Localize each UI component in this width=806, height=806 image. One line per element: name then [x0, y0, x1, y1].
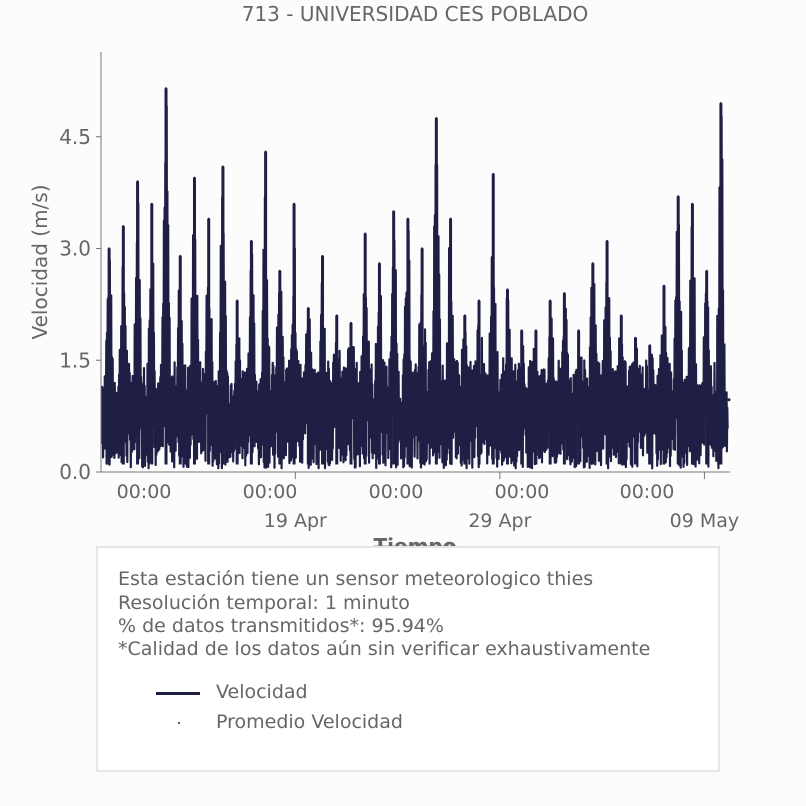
- info-line-sensor: Esta estación tiene un sensor meteorolog…: [118, 568, 594, 590]
- plot-area: [100, 87, 731, 470]
- y-tick-label: 4.5: [59, 125, 91, 149]
- info-line-resolution: Resolución temporal: 1 minuto: [118, 592, 410, 614]
- info-box: Esta estación tiene un sensor meteorolog…: [96, 546, 720, 772]
- y-ticks: 0.0 1.5 3.0 4.5: [59, 125, 101, 484]
- legend-line-swatch: [156, 692, 200, 695]
- x-minor-tick-label: 00:00: [495, 481, 550, 503]
- y-tick-label: 0.0: [59, 460, 91, 484]
- x-ticks: 00:00 00:00 00:00 00:00 00:00 19 Apr 29 Apr 09 …: [117, 472, 740, 532]
- legend-dot-swatch: [178, 722, 180, 724]
- info-line-transmitted: % de datos transmitidos*: 95.94%: [118, 615, 444, 637]
- legend-label-promedio: Promedio Velocidad: [216, 711, 403, 733]
- y-tick-label: 1.5: [59, 348, 91, 372]
- x-minor-tick-label: 00:00: [117, 481, 172, 503]
- legend-label-velocidad: Velocidad: [216, 681, 308, 703]
- promedio-velocidad-point: [727, 398, 731, 402]
- chart-title: 713 - UNIVERSIDAD CES POBLADO: [242, 2, 589, 26]
- x-major-tick-label: 29 Apr: [468, 510, 531, 532]
- velocidad-series-line: [100, 87, 729, 470]
- x-major-tick-label: 19 Apr: [264, 510, 327, 532]
- y-tick-label: 3.0: [59, 237, 91, 261]
- y-axis-label: Velocidad (m/s): [28, 184, 52, 339]
- x-minor-tick-label: 00:00: [620, 481, 675, 503]
- x-minor-tick-label: 00:00: [369, 481, 424, 503]
- info-line-quality: *Calidad de los datos aún sin verificar …: [118, 638, 651, 660]
- x-major-tick-label: 09 May: [670, 510, 740, 532]
- x-minor-tick-label: 00:00: [243, 481, 298, 503]
